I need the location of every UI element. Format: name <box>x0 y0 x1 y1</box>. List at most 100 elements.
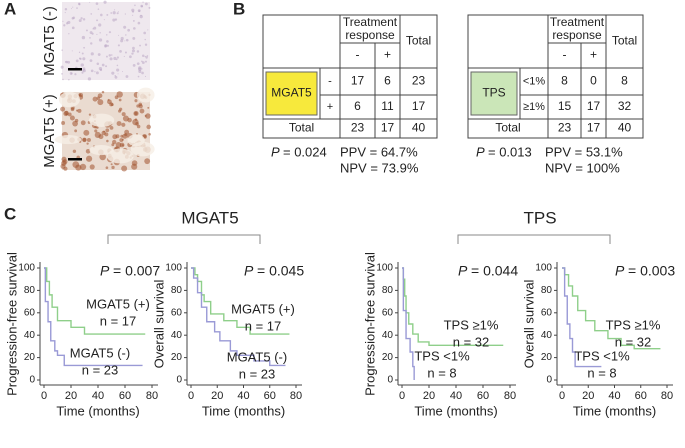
cell <box>132 14 134 16</box>
cell <box>61 49 63 51</box>
cell <box>112 18 116 22</box>
x-tick-label: 60 <box>477 390 489 402</box>
cell <box>85 155 93 162</box>
cell <box>108 54 112 57</box>
group-name: MGAT5 (+) <box>86 296 150 311</box>
cell <box>118 98 122 102</box>
cell: 8 <box>561 74 568 88</box>
y-axis-label: Progression-free survival <box>362 252 377 396</box>
cell <box>101 130 106 136</box>
row-label: Total <box>495 121 520 135</box>
cell <box>95 71 99 75</box>
cell <box>106 34 108 36</box>
cell <box>99 32 101 34</box>
table-frame <box>467 14 644 139</box>
group-n: n = 32 <box>615 334 652 349</box>
cell <box>101 90 105 94</box>
cell <box>80 63 84 67</box>
cell <box>82 18 86 21</box>
panel-label: B <box>233 0 245 18</box>
p-symbol: P <box>271 144 280 159</box>
cell <box>144 2 148 6</box>
y-tick-label: 40 <box>171 330 183 341</box>
cell: 23 <box>412 74 426 88</box>
cell <box>124 13 126 15</box>
cell <box>83 46 85 49</box>
cell <box>122 71 124 73</box>
cell: 6 <box>384 74 391 88</box>
x-tick-label: 60 <box>635 390 647 402</box>
cell <box>78 19 82 23</box>
cell <box>71 50 73 52</box>
cell <box>96 96 100 100</box>
cell <box>114 9 116 11</box>
group-n: n = 17 <box>100 313 137 328</box>
cell <box>64 8 68 11</box>
cell <box>131 163 138 170</box>
cell <box>61 72 63 75</box>
cell <box>74 129 78 133</box>
cell <box>72 149 77 153</box>
cell <box>115 134 120 139</box>
cell <box>114 95 119 100</box>
cell <box>62 20 64 22</box>
npv: NPV = 73.9% <box>340 160 419 175</box>
cell <box>68 33 70 35</box>
cell <box>136 124 141 129</box>
cell <box>148 132 151 136</box>
panel-label: A <box>4 0 16 18</box>
cell <box>138 104 143 109</box>
y-tick-label: 80 <box>171 285 183 296</box>
cell: 32 <box>618 99 632 113</box>
cell <box>105 166 109 170</box>
x-axis-label: Time (months) <box>56 403 139 418</box>
cell <box>123 25 127 29</box>
cell <box>78 2 81 5</box>
cell <box>103 0 107 4</box>
cell <box>78 93 84 98</box>
cell <box>120 36 124 41</box>
cell <box>65 61 67 63</box>
cell <box>60 65 64 69</box>
cell <box>83 129 90 136</box>
cell <box>90 52 94 56</box>
cell <box>109 57 113 61</box>
y-tick-label: 80 <box>24 285 36 296</box>
cell <box>147 29 149 31</box>
x-axis-label: Time (months) <box>202 403 285 418</box>
cell <box>67 112 72 117</box>
y-tick-label: 40 <box>24 330 36 341</box>
cell <box>139 44 141 47</box>
cell <box>144 60 147 63</box>
cell <box>90 69 94 73</box>
x-tick-label: 80 <box>146 390 158 402</box>
p-symbol: P <box>100 263 110 279</box>
cell <box>118 109 122 113</box>
cell <box>62 159 68 165</box>
group-label: TPS <box>523 208 556 227</box>
y-tick-label: 60 <box>382 307 394 318</box>
cell <box>71 26 75 30</box>
cell <box>63 24 66 27</box>
x-tick-label: 20 <box>65 390 77 402</box>
scale-bar <box>68 68 82 71</box>
cell <box>127 28 131 32</box>
cell <box>116 64 119 67</box>
survival-curve <box>562 267 661 350</box>
x-tick-label: 20 <box>423 390 435 402</box>
cell <box>61 121 66 125</box>
cell <box>110 12 113 14</box>
cell <box>72 6 74 8</box>
survival-curve <box>44 267 143 367</box>
cell: 15 <box>558 99 572 113</box>
x-tick-label: 20 <box>582 390 594 402</box>
y-tick-label: 20 <box>24 352 36 363</box>
cell <box>89 164 95 170</box>
ppv: PPV = 53.1% <box>545 144 623 159</box>
survival-curve <box>44 267 146 335</box>
cell <box>147 106 150 109</box>
cell <box>106 44 109 47</box>
scale-bar <box>68 158 82 161</box>
cell <box>75 59 79 63</box>
cell <box>131 8 135 12</box>
